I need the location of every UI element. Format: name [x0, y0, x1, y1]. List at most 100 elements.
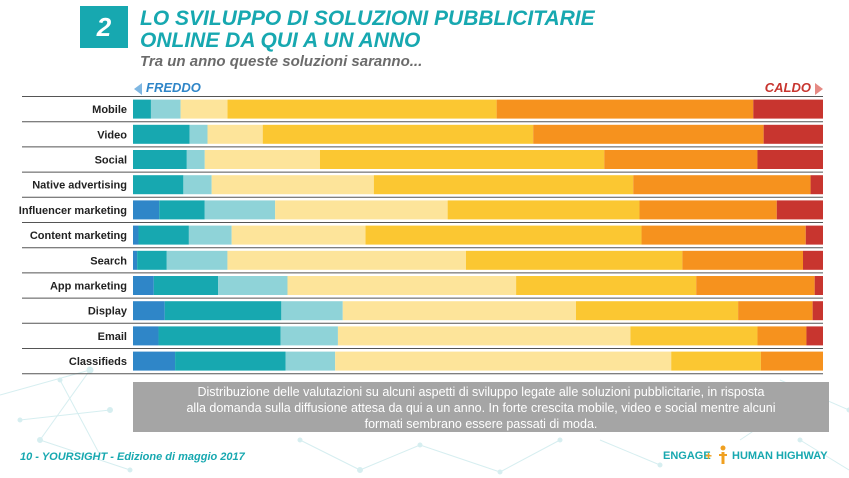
page-title: LO SVILUPPO DI SOLUZIONI PUBBLICITARIE O…	[140, 8, 595, 52]
category-label: Content marketing	[30, 230, 127, 242]
category-label: Search	[90, 255, 127, 267]
category-label: Mobile	[92, 104, 127, 116]
arrow-right-icon	[815, 82, 823, 95]
bar-segment	[133, 150, 187, 169]
category-label: Influencer marketing	[19, 205, 127, 217]
bar-segment	[159, 200, 205, 220]
bar-segment	[285, 351, 336, 371]
bar-segment	[133, 124, 190, 144]
page-title-line2: ONLINE DA QUI A UN ANNO	[140, 29, 421, 52]
bar-segment	[447, 200, 640, 220]
bar-segment	[373, 175, 634, 195]
bar-segment	[753, 99, 823, 119]
bar-segment	[760, 351, 823, 371]
page-title-line1: LO SVILUPPO DI SOLUZIONI PUBBLICITARIE	[140, 7, 595, 30]
legend-hot: CALDO	[765, 80, 823, 95]
bar-segment	[757, 326, 807, 346]
engage-logo: ENGAGE	[663, 450, 711, 462]
bar-segment	[776, 200, 823, 220]
bar-segment	[287, 276, 517, 295]
bar-segment	[275, 200, 448, 220]
bar-segment	[810, 175, 823, 195]
caption-line1: Distribuzione delle valutazioni su alcun…	[197, 385, 765, 399]
bar-segment	[137, 250, 167, 270]
bar-segment	[738, 301, 813, 321]
bar-segment	[227, 99, 497, 119]
bar-segment	[204, 200, 276, 220]
bar-segment	[133, 326, 159, 346]
bar-segment	[639, 200, 777, 220]
bar-segment	[641, 225, 806, 245]
bar-segment	[757, 150, 823, 169]
bar-segment	[337, 326, 631, 346]
bar-segment	[342, 301, 576, 321]
bar-segment	[465, 250, 683, 270]
arrow-left-icon	[134, 82, 142, 95]
bar-segment	[150, 99, 181, 119]
bar-segment	[189, 124, 208, 144]
bar-segment	[166, 250, 228, 270]
bar-segment	[805, 225, 823, 245]
bar-segment	[175, 351, 286, 371]
bar-segment	[218, 276, 288, 295]
bar-segment	[812, 301, 823, 321]
bar-segment	[335, 351, 672, 371]
bar-segment	[280, 326, 338, 346]
bar-segment	[763, 124, 823, 144]
bar-segment	[133, 301, 165, 321]
category-label: Social	[95, 155, 127, 167]
logo-plus: +	[705, 449, 713, 463]
category-label: Classifieds	[69, 356, 127, 368]
bar-segment	[630, 326, 758, 346]
bar-segment	[496, 99, 754, 119]
bar-segment	[180, 99, 228, 119]
caption-line3: formati sembrano essere passati di moda.	[364, 417, 598, 431]
bar-segment	[207, 124, 263, 144]
bar-segment	[633, 175, 811, 195]
human-highway-logo: HUMAN HIGHWAY	[732, 450, 828, 462]
footer-page-number: 10	[20, 451, 33, 463]
bar-segment	[153, 276, 219, 295]
legend-cold: FREDDO	[134, 80, 201, 95]
category-label: Native advertising	[32, 180, 127, 192]
bar-segment	[575, 301, 739, 321]
bar-segment	[133, 200, 160, 220]
bar-segment	[158, 326, 281, 346]
bar-segment	[211, 175, 374, 195]
human-highway-icon	[719, 445, 727, 464]
bar-segment	[186, 150, 205, 169]
bar-segment	[164, 301, 282, 321]
legend-hot-label: CALDO	[764, 80, 811, 95]
bar-segment	[696, 276, 815, 295]
bar-segment	[814, 276, 823, 295]
bar-segment	[365, 225, 642, 245]
bar-segment	[183, 175, 212, 195]
bar-segment	[188, 225, 232, 245]
bar-segment	[133, 250, 138, 270]
section-number: 2	[96, 11, 112, 42]
chart-caption: Distribuzione delle valutazioni su alcun…	[133, 382, 829, 432]
bar-segment	[604, 150, 758, 169]
bar-segment	[133, 276, 154, 295]
bar-segment	[803, 250, 823, 270]
bar-segment	[133, 351, 176, 371]
bar-segment	[262, 124, 534, 144]
footer-text: - YOURSIGHT - Edizione di maggio 2017	[32, 451, 245, 463]
bar-segment	[133, 175, 184, 195]
legend-cold-label: FREDDO	[146, 80, 201, 95]
bar-segment	[204, 150, 320, 169]
bar-segment	[133, 225, 139, 245]
bar-segment	[671, 351, 761, 371]
bar-segment	[231, 225, 366, 245]
section-number-badge: 2	[80, 6, 128, 48]
category-label: Email	[98, 331, 127, 343]
category-label: Display	[88, 306, 128, 318]
category-label: App marketing	[50, 281, 127, 293]
bar-segment	[806, 326, 823, 346]
bar-segment	[319, 150, 605, 169]
category-label: Video	[97, 129, 127, 141]
bar-segment	[281, 301, 343, 321]
bar-segment	[516, 276, 697, 295]
bar-segment	[533, 124, 764, 144]
